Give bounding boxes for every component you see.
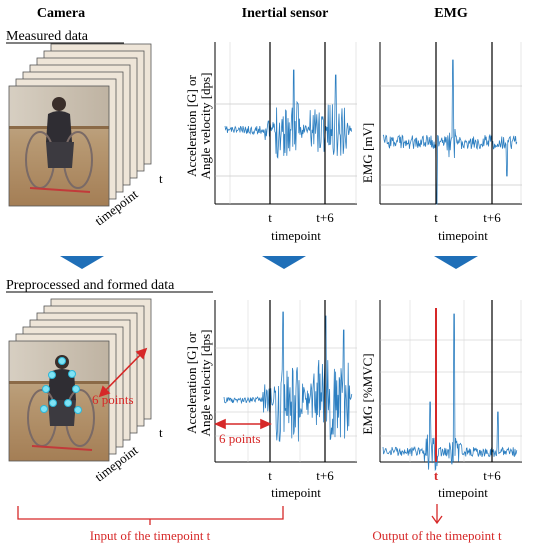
inertial-signal-top — [224, 69, 352, 159]
inertial-six-points-arrow — [214, 418, 272, 430]
emg-tick-t6-bottom: t+6 — [483, 468, 501, 483]
inertial-plot-bottom — [214, 300, 357, 463]
emg-signal-bottom — [382, 313, 518, 472]
section-processed-data: Preprocessed and formed data — [6, 278, 175, 293]
inertial-six-points-label: 6 points — [219, 431, 261, 446]
output-arrow — [431, 504, 443, 525]
camera-six-points-label: 6 points — [92, 392, 134, 407]
emg-ylabel-top: EMG [mV] — [360, 123, 375, 183]
output-label: Output of the timepoint t — [372, 528, 502, 543]
inertial-plot-top — [214, 42, 357, 205]
inertial-signal-bottom — [223, 311, 353, 442]
emg-signal-top — [382, 59, 518, 205]
inertial-ylabel-line2-top: Angle velocity [dps] — [198, 73, 213, 180]
emg-tick-t6-top: t+6 — [483, 210, 501, 225]
inertial-ylabel-line1-top: Acceleration [G] or — [184, 74, 199, 176]
inertial-ylabel-line2-bottom: Angle velocity [dps] — [198, 330, 213, 437]
camera-six-points-arrow — [98, 347, 148, 398]
inertial-xlabel-bottom: timepoint — [271, 485, 321, 500]
emg-plot-top — [379, 42, 522, 205]
down-arrow-inertial — [262, 256, 306, 269]
section-measured-data: Measured data — [6, 29, 89, 44]
header-inertial-sensor: Inertial sensor — [242, 6, 329, 21]
inertial-tick-t-bottom: t — [268, 468, 272, 483]
emg-plot-bottom — [379, 300, 522, 472]
down-arrow-camera — [60, 256, 104, 269]
inertial-xlabel-top: timepoint — [271, 228, 321, 243]
emg-ylabel-bottom: EMG [%MVC] — [360, 353, 375, 434]
camera-axis-t-top: t — [159, 171, 163, 186]
emg-tick-t-top: t — [434, 210, 438, 225]
emg-xlabel-top: timepoint — [438, 228, 488, 243]
inertial-tick-t6-top: t+6 — [316, 210, 334, 225]
camera-axis-t-bottom: t — [159, 425, 163, 440]
header-camera: Camera — [37, 6, 85, 21]
header-emg: EMG — [434, 6, 468, 21]
camera-frame-stack-bottom — [8, 298, 152, 462]
camera-frame-photo — [8, 85, 110, 207]
inertial-ylabel-line1-bottom: Acceleration [G] or — [184, 331, 199, 433]
emg-tick-t-bottom: t — [434, 468, 439, 483]
emg-xlabel-bottom: timepoint — [438, 485, 488, 500]
inertial-tick-t6-bottom: t+6 — [316, 468, 334, 483]
input-bracket — [17, 506, 284, 525]
pose-keypoints — [40, 357, 82, 414]
input-label: Input of the timepoint t — [90, 528, 211, 543]
down-arrow-emg — [434, 256, 478, 269]
camera-frame-stack-top — [8, 43, 152, 207]
inertial-tick-t-top: t — [268, 210, 272, 225]
